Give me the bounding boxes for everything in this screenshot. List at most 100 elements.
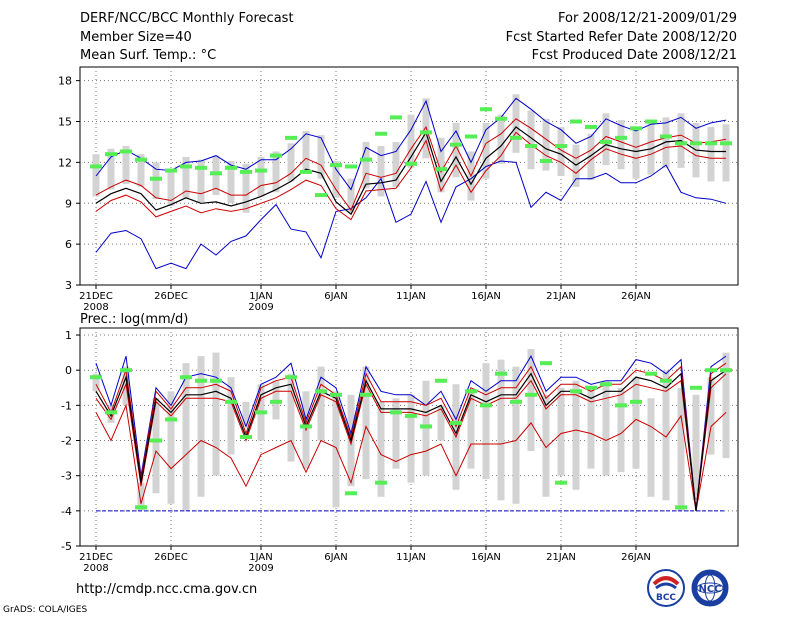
precip-spread-bar (542, 394, 550, 497)
precip-spread-bar (242, 401, 250, 427)
precip-x-tick-label: 21DEC (79, 552, 113, 563)
temp-x-tick-label: 11JAN (396, 291, 426, 302)
temp-member-marker (705, 141, 717, 146)
member-size-label: Member Size=40 (80, 30, 192, 45)
precip-spread-bar (497, 359, 505, 501)
precip-spread-bar (407, 394, 415, 483)
precip-member-marker (255, 410, 267, 415)
precip-member-marker (300, 424, 312, 429)
temp-member-marker (585, 124, 597, 129)
precip-x-tick-label: 16JAN (471, 552, 501, 563)
precip-member-marker (390, 410, 402, 415)
precip-member-marker (150, 438, 162, 443)
temp-spread-bar (332, 161, 340, 198)
temp-member-marker (630, 126, 642, 131)
temp-member-marker (480, 107, 492, 112)
precip-member-marker (330, 392, 342, 397)
temp-member-marker (660, 134, 672, 139)
precip-spread-bar (167, 391, 175, 504)
precip-y-tick-label: -5 (61, 540, 72, 553)
temp-spread-bar (587, 133, 595, 181)
temp-line-lower-outer (95, 160, 727, 270)
precip-spread-bar (632, 377, 640, 469)
temp-spread-bar (137, 154, 145, 187)
precip-line-lower-red (95, 403, 727, 511)
temp-member-marker (255, 168, 267, 173)
temp-spread-bar (722, 124, 730, 182)
temp-member-marker (375, 131, 387, 136)
precip-member-marker (180, 375, 192, 380)
precip-member-marker (360, 392, 372, 397)
precip-x-tick-label: 1JAN (249, 552, 272, 563)
temp-spread-bar (272, 151, 280, 193)
temp-spread-bar (302, 131, 310, 171)
temp-y-tick-label: 9 (65, 197, 72, 210)
temp-spread-bar (527, 110, 535, 170)
temp-x-tick-label: 1JAN (249, 291, 272, 302)
precip-spread-bar (317, 366, 325, 441)
precip-member-marker (165, 417, 177, 422)
temp-spread-bar (182, 156, 190, 198)
precip-member-marker (525, 392, 537, 397)
temp-member-marker (615, 135, 627, 140)
precip-spread-bar (227, 377, 235, 455)
precip-x-tick-label: 26DEC (154, 552, 188, 563)
chart-title: DERF/NCC/BCC Monthly Forecast (80, 11, 294, 26)
precip-spread-bar (677, 387, 685, 511)
precip-member-marker (240, 435, 252, 439)
temp-spread-bar (602, 113, 610, 166)
precip-member-marker (540, 361, 552, 366)
precip-member-marker (375, 480, 387, 485)
temp-member-marker (150, 176, 162, 181)
temp-member-marker (600, 139, 612, 144)
precip-member-marker (195, 378, 207, 383)
precip-y-tick-label: 0 (65, 364, 72, 377)
temp-line-upper-inner (95, 118, 727, 212)
precip-member-marker (495, 371, 507, 376)
temp-y-tick-label: 6 (65, 238, 72, 251)
precip-line-upper-inner (95, 362, 727, 511)
precip-member-marker (660, 378, 672, 383)
variable-label: Mean Surf. Temp.: °C (80, 48, 217, 63)
precip-spread-bar (692, 394, 700, 501)
precip-spread-bar (377, 401, 385, 497)
temp-member-marker (240, 169, 252, 174)
temp-member-marker (510, 135, 522, 140)
temp-member-marker (90, 164, 102, 169)
temp-x-tick-label: 21DEC (79, 291, 113, 302)
temp-member-marker (210, 171, 222, 176)
precip-member-marker (465, 389, 477, 394)
precip-member-marker (630, 399, 642, 404)
precip-x-tick-label: 26JAN (621, 552, 651, 563)
temp-spread-bar (662, 117, 670, 168)
precip-spread-bar (332, 391, 340, 508)
temp-line-upper-outer (95, 97, 727, 191)
precip-spread-bar (287, 373, 295, 462)
precip-line-lower-inner (95, 373, 727, 511)
forecast-period: For 2008/12/21-2009/01/29 (558, 11, 737, 26)
precip-member-marker (450, 420, 462, 425)
temp-member-marker (465, 134, 477, 139)
precip-member-marker (480, 403, 492, 408)
temp-spread-bar (212, 155, 220, 196)
temp-spread-bar (347, 178, 355, 213)
temp-spread-bar (317, 135, 325, 179)
temp-line-ensemble-mean (95, 126, 726, 216)
precip-member-marker (615, 403, 627, 408)
temp-spread-bar (242, 163, 250, 213)
precipitation-panel-frame (79, 327, 739, 547)
temp-spread-bar (167, 170, 175, 206)
precip-x-tick-label: 6JAN (324, 552, 347, 563)
precip-spread-bar (557, 387, 565, 476)
temp-member-marker (675, 141, 687, 146)
temp-spread-bar (377, 146, 385, 197)
temp-spread-bar (362, 141, 370, 189)
temp-member-marker (450, 142, 462, 147)
bcc-logo-text: BCC (656, 593, 676, 603)
footer-url[interactable]: http://cmdp.ncc.cma.gov.cn (76, 582, 258, 597)
precip-y-tick-label: -3 (61, 470, 72, 483)
precip-spread-bar (92, 373, 100, 392)
precip-x-tick-label: 11JAN (396, 552, 426, 563)
temp-x-tick-label: 26DEC (154, 291, 188, 302)
